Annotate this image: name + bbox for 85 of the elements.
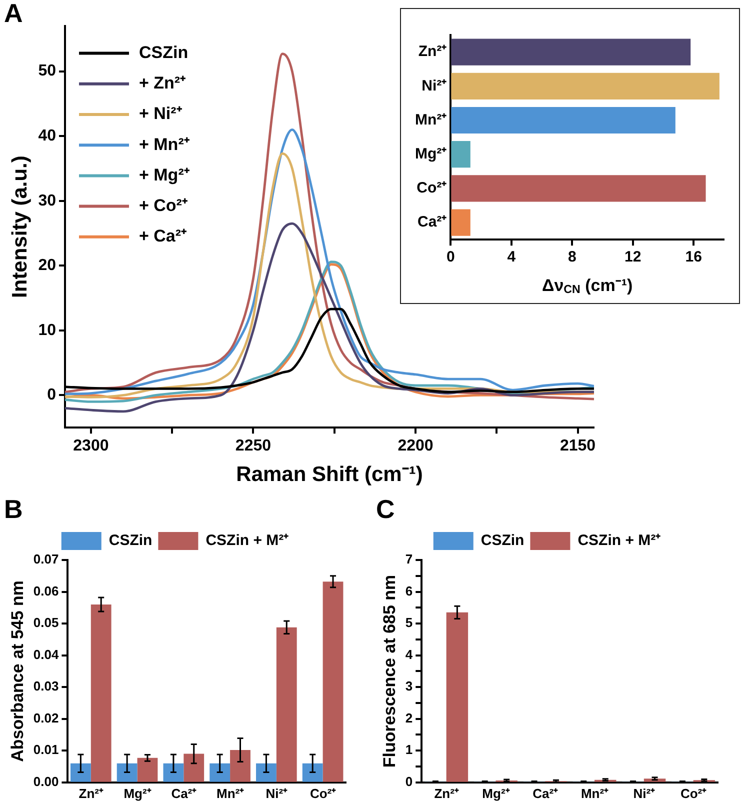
y-tick-label: 0 <box>405 774 413 789</box>
x-tick-label: Zn²⁺ <box>434 786 460 801</box>
x-tick-label: 16 <box>685 248 702 266</box>
x-tick-label: Co²⁺ <box>680 786 708 801</box>
y-tick-label: 0.05 <box>33 615 59 630</box>
bar <box>451 106 676 134</box>
chart-title: A <box>4 0 23 28</box>
bar <box>451 72 720 100</box>
bar <box>210 763 230 782</box>
bar <box>302 763 323 782</box>
y-tick-label: 1 <box>405 742 413 758</box>
x-tick-label: 2250 <box>235 438 272 455</box>
x-tick-label: Zn²⁺ <box>78 786 104 801</box>
legend-label: CSZin <box>108 532 152 550</box>
y-tick-label: 0.06 <box>33 583 59 598</box>
bar <box>163 763 184 782</box>
legend-label: + Ca²⁺ <box>138 226 188 246</box>
y-tick-label: 0.02 <box>33 710 59 726</box>
chart-title: B <box>4 494 23 524</box>
x-tick-label: 8 <box>568 248 576 266</box>
x-axis-title: Raman Shift (cm⁻¹) <box>236 463 423 486</box>
y-tick-label: 50 <box>38 62 56 80</box>
y-axis-title: Intensity (a.u.) <box>8 156 32 298</box>
x-tick-label: 2200 <box>398 438 434 455</box>
legend-label: + Mn²⁺ <box>138 134 190 154</box>
y-tick-label: Ni²⁺ <box>422 77 447 94</box>
y-tick-label: Ca²⁺ <box>417 214 447 231</box>
legend-label: + Zn²⁺ <box>138 74 186 93</box>
x-tick-label: Mg²⁺ <box>482 786 510 801</box>
bar <box>451 209 470 236</box>
legend-label: + Co²⁺ <box>138 196 188 215</box>
y-tick-label: Co²⁺ <box>416 180 447 197</box>
y-tick-label: Mn²⁺ <box>414 111 447 128</box>
x-tick-label: 4 <box>507 248 516 266</box>
y-tick-label: 0.03 <box>33 678 59 694</box>
legend-label: CSZin + M²⁺ <box>206 532 289 550</box>
y-tick-label: 2 <box>405 710 413 726</box>
bar <box>137 758 158 782</box>
bar <box>70 763 91 782</box>
y-tick-label: 7 <box>405 552 413 567</box>
x-tick-label: Co²⁺ <box>310 786 337 801</box>
bar <box>116 763 138 782</box>
y-tick-label: 6 <box>405 583 413 598</box>
bar <box>451 38 691 66</box>
x-tick-label: Ni²⁺ <box>633 786 656 801</box>
y-axis-title: Fluorescence at 685 nm <box>380 574 399 768</box>
legend-label: CSZin <box>138 42 188 62</box>
bar <box>230 750 250 782</box>
y-tick-label: 3 <box>405 678 413 694</box>
y-tick-label: 5 <box>405 615 413 630</box>
chart-title: C <box>376 494 395 524</box>
x-tick-label: Mg²⁺ <box>124 786 152 801</box>
legend-label: + Ni²⁺ <box>138 104 182 124</box>
x-tick-label: Ca²⁺ <box>171 786 198 801</box>
x-tick-label: Ca²⁺ <box>532 786 559 801</box>
legend-label: CSZin <box>480 532 524 550</box>
y-tick-label: 0.01 <box>33 742 59 758</box>
y-tick-label: 10 <box>38 322 56 339</box>
x-tick-label: 12 <box>624 248 642 266</box>
x-tick-label: Ni²⁺ <box>266 786 288 801</box>
y-tick-label: 20 <box>38 257 56 274</box>
legend-label: CSZin + M²⁺ <box>578 532 661 550</box>
y-tick-label: 4 <box>405 646 414 662</box>
x-tick-label: 2300 <box>73 438 109 455</box>
x-tick-label: 2150 <box>560 438 596 455</box>
y-tick-label: 0.00 <box>33 774 59 789</box>
x-tick-label: Mn²⁺ <box>216 786 245 801</box>
bar <box>446 612 468 782</box>
y-tick-label: 30 <box>38 192 56 210</box>
bar <box>451 175 706 202</box>
bar <box>256 763 276 782</box>
y-tick-label: 0.04 <box>33 646 60 662</box>
bar <box>322 582 344 782</box>
bar <box>184 754 204 782</box>
y-tick-label: 40 <box>38 128 56 145</box>
y-axis-title: Absorbance at 545 nm <box>8 580 27 762</box>
bar <box>90 604 112 782</box>
x-tick-label: Mn²⁺ <box>580 786 610 801</box>
y-tick-label: Mg²⁺ <box>414 145 447 162</box>
y-tick-label: Zn²⁺ <box>418 43 447 60</box>
y-tick-label: 0 <box>47 386 56 404</box>
legend-label: + Mg²⁺ <box>138 165 190 184</box>
bar <box>276 627 297 782</box>
bar <box>451 141 470 168</box>
y-tick-label: 0.07 <box>33 552 59 567</box>
